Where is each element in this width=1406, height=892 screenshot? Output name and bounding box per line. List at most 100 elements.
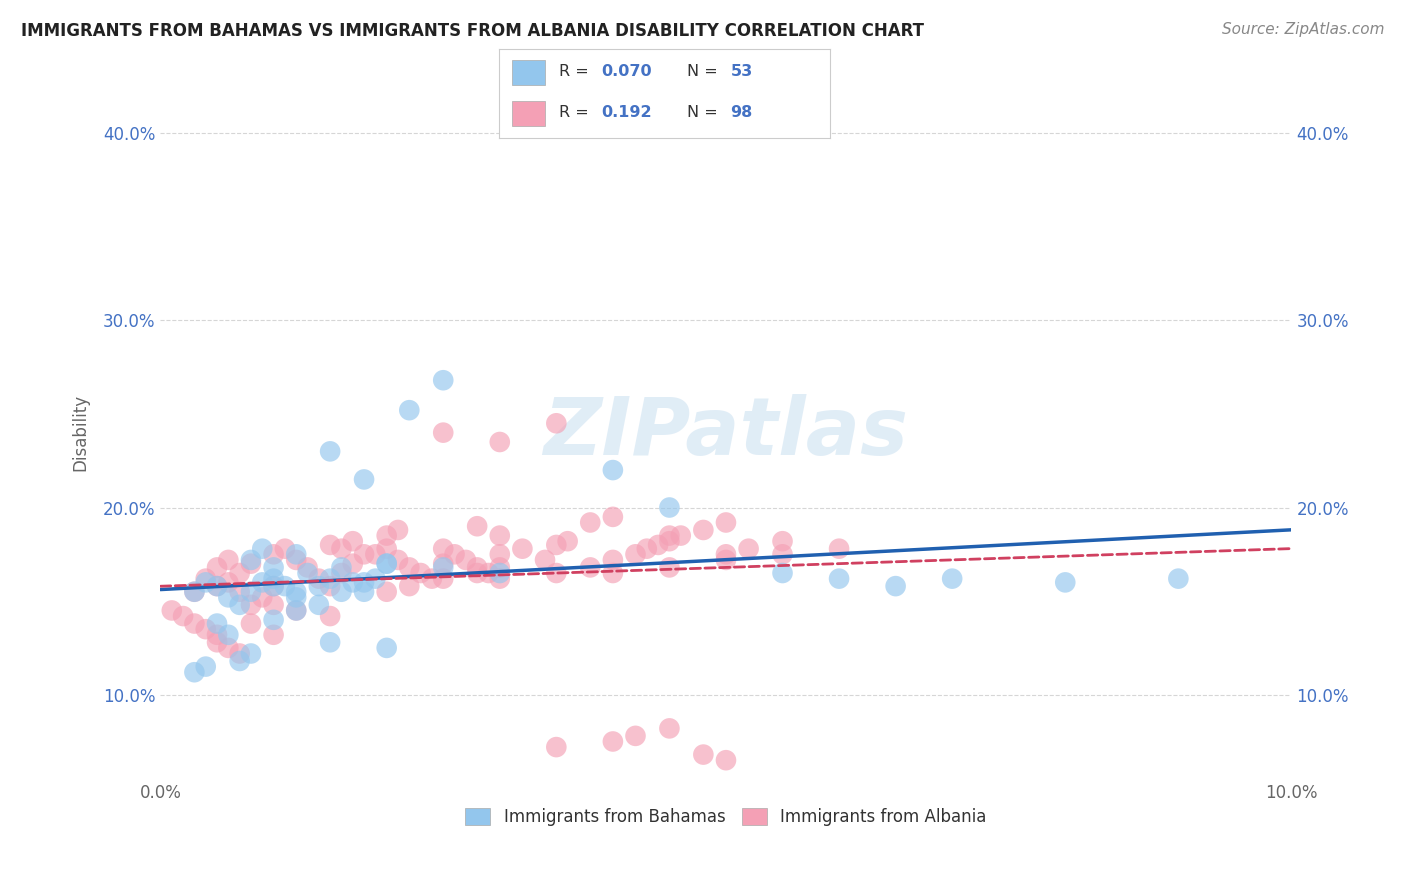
Point — [375, 584, 398, 599]
Point — [252, 541, 274, 556]
Point — [263, 572, 285, 586]
Text: ZIPatlas: ZIPatlas — [544, 393, 908, 472]
Point — [183, 665, 205, 680]
Point — [602, 734, 624, 748]
Point — [488, 528, 510, 542]
Point — [432, 572, 454, 586]
Text: 0.070: 0.070 — [602, 64, 652, 79]
Point — [263, 598, 285, 612]
Point — [714, 753, 737, 767]
Point — [217, 591, 239, 605]
Text: 0.192: 0.192 — [602, 105, 652, 120]
Point — [228, 647, 250, 661]
Point — [364, 547, 387, 561]
Point — [737, 541, 759, 556]
FancyBboxPatch shape — [512, 60, 546, 85]
Point — [624, 729, 647, 743]
Point — [205, 635, 228, 649]
Point — [342, 557, 364, 571]
Point — [488, 435, 510, 450]
Text: IMMIGRANTS FROM BAHAMAS VS IMMIGRANTS FROM ALBANIA DISABILITY CORRELATION CHART: IMMIGRANTS FROM BAHAMAS VS IMMIGRANTS FR… — [21, 22, 924, 40]
Point — [1054, 575, 1077, 590]
Point — [512, 541, 534, 556]
Point — [454, 553, 477, 567]
Point — [546, 740, 568, 755]
Point — [308, 579, 330, 593]
Point — [658, 534, 681, 549]
Point — [534, 553, 557, 567]
Point — [714, 547, 737, 561]
Point — [488, 572, 510, 586]
Point — [285, 603, 308, 617]
Point — [205, 628, 228, 642]
Point — [375, 557, 398, 571]
Point — [183, 616, 205, 631]
Point — [263, 579, 285, 593]
Point — [297, 566, 319, 580]
Point — [488, 566, 510, 580]
Point — [432, 557, 454, 571]
Point — [274, 541, 297, 556]
Point — [205, 616, 228, 631]
Point — [658, 560, 681, 574]
Text: R =: R = — [558, 64, 593, 79]
Point — [772, 534, 794, 549]
Point — [252, 591, 274, 605]
Point — [330, 584, 353, 599]
Point — [772, 566, 794, 580]
Point — [319, 538, 342, 552]
Point — [828, 541, 851, 556]
Point — [579, 516, 602, 530]
Point — [239, 647, 262, 661]
Point — [319, 609, 342, 624]
Point — [557, 534, 579, 549]
Point — [205, 579, 228, 593]
Point — [194, 622, 217, 636]
Point — [602, 463, 624, 477]
Point — [252, 575, 274, 590]
Point — [172, 609, 194, 624]
Point — [263, 613, 285, 627]
Point — [658, 500, 681, 515]
Point — [285, 591, 308, 605]
Y-axis label: Disability: Disability — [72, 394, 89, 471]
Point — [330, 566, 353, 580]
Point — [228, 598, 250, 612]
Point — [228, 566, 250, 580]
Point — [319, 579, 342, 593]
Point — [194, 575, 217, 590]
Text: 53: 53 — [731, 64, 752, 79]
Point — [217, 628, 239, 642]
Point — [420, 572, 443, 586]
Point — [239, 598, 262, 612]
Point — [228, 654, 250, 668]
Point — [546, 417, 568, 431]
Point — [353, 547, 375, 561]
Point — [375, 528, 398, 542]
Point — [636, 541, 658, 556]
Text: N =: N = — [688, 105, 723, 120]
Point — [477, 566, 499, 580]
Point — [194, 659, 217, 673]
Point — [285, 547, 308, 561]
Text: Source: ZipAtlas.com: Source: ZipAtlas.com — [1222, 22, 1385, 37]
Point — [364, 572, 387, 586]
Point — [647, 538, 669, 552]
Point — [772, 547, 794, 561]
Point — [183, 584, 205, 599]
Point — [308, 598, 330, 612]
Point — [941, 572, 963, 586]
Point — [692, 523, 714, 537]
Point — [375, 541, 398, 556]
Point — [546, 538, 568, 552]
Point — [658, 528, 681, 542]
Point — [319, 444, 342, 458]
Point — [217, 640, 239, 655]
Point — [465, 560, 488, 574]
Point — [194, 572, 217, 586]
Point — [205, 560, 228, 574]
Point — [828, 572, 851, 586]
Point — [669, 528, 692, 542]
Point — [579, 560, 602, 574]
Point — [432, 373, 454, 387]
